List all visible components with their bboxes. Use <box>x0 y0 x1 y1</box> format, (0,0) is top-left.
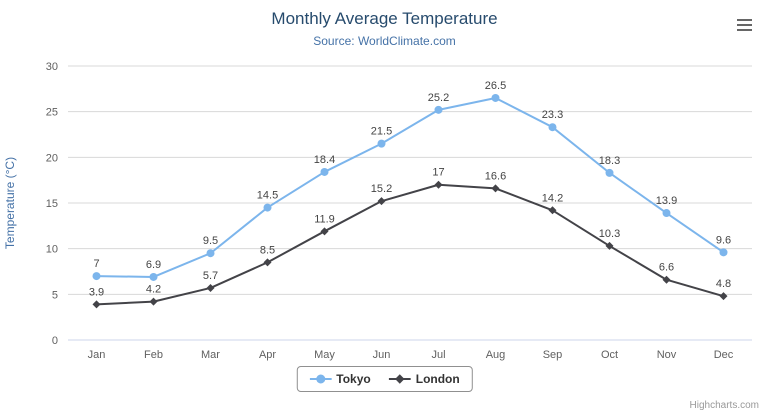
data-label: 4.8 <box>716 278 731 290</box>
london-line <box>96 183 724 306</box>
y-axis-label: 25 <box>46 107 58 119</box>
tokyo-data-point[interactable] <box>662 209 671 218</box>
y-axis-label: 20 <box>46 152 58 164</box>
legend-item-tokyo[interactable]: Tokyo <box>309 372 371 386</box>
data-label: 16.6 <box>485 170 506 182</box>
y-axis-label: 0 <box>52 335 58 347</box>
tokyo-data-point[interactable] <box>320 167 329 176</box>
london-data-point[interactable] <box>434 180 443 189</box>
legend-item-london[interactable]: London <box>388 372 460 386</box>
chart-title: Monthly Average Temperature <box>271 9 498 28</box>
data-label: 13.9 <box>656 195 677 207</box>
x-axis-label: May <box>314 349 335 361</box>
london-data-point[interactable] <box>320 227 329 236</box>
hamburger-line <box>736 19 752 21</box>
london-data-point[interactable] <box>605 241 614 250</box>
x-axis-label: Oct <box>601 349 618 361</box>
data-label: 21.5 <box>371 126 392 138</box>
london-data-point[interactable] <box>491 184 500 193</box>
hamburger-line <box>736 29 752 31</box>
london-data-point[interactable] <box>377 197 386 206</box>
data-label: 10.3 <box>599 228 620 240</box>
data-label: 7 <box>93 258 99 270</box>
hamburger-menu-icon[interactable] <box>733 16 755 34</box>
x-axis-label: Sep <box>543 349 563 361</box>
x-axis-label: Nov <box>657 349 677 361</box>
legend-label-tokyo: Tokyo <box>336 372 371 386</box>
london-data-point[interactable] <box>206 283 215 292</box>
x-axis-label: Dec <box>714 349 734 361</box>
data-label: 9.5 <box>203 235 218 247</box>
tokyo-data-point[interactable] <box>605 168 614 177</box>
x-axis-label: Jul <box>431 349 445 361</box>
data-label: 9.6 <box>716 234 731 246</box>
data-label: 18.4 <box>314 154 335 166</box>
data-label: 26.5 <box>485 80 506 92</box>
chart-subtitle: Source: WorldClimate.com <box>313 34 456 48</box>
tokyo-data-point[interactable] <box>434 105 443 114</box>
tokyo-data-point[interactable] <box>206 249 215 258</box>
data-label: 4.2 <box>146 284 161 296</box>
data-label: 25.2 <box>428 92 449 104</box>
london-legend-marker-icon <box>388 374 411 384</box>
data-label: 23.3 <box>542 109 563 121</box>
tokyo-data-point[interactable] <box>92 272 101 281</box>
y-axis-label: 30 <box>46 61 58 73</box>
tokyo-data-point[interactable] <box>377 139 386 148</box>
tokyo-data-point[interactable] <box>263 203 272 212</box>
tokyo-data-point[interactable] <box>149 272 158 281</box>
tokyo-data-point[interactable] <box>491 93 500 102</box>
london-data-point[interactable] <box>92 300 101 309</box>
x-axis-label: Mar <box>201 349 220 361</box>
tokyo-data-point[interactable] <box>548 123 557 132</box>
tokyo-data-point[interactable] <box>719 248 728 257</box>
data-label: 14.2 <box>542 192 563 204</box>
y-axis-label: 15 <box>46 198 58 210</box>
y-axis-label: 10 <box>46 244 58 256</box>
data-label: 8.5 <box>260 244 275 256</box>
data-label: 11.9 <box>314 213 335 225</box>
data-label: 18.3 <box>599 155 620 167</box>
data-label: 14.5 <box>257 190 278 202</box>
hamburger-line <box>736 24 752 26</box>
london-data-point[interactable] <box>263 258 272 267</box>
y-axis-title: Temperature (°C) <box>3 157 17 249</box>
data-label: 5.7 <box>203 270 218 282</box>
data-label: 3.9 <box>89 286 104 298</box>
x-axis-label: Jan <box>88 349 106 361</box>
london-data-point[interactable] <box>662 275 671 284</box>
data-label: 15.2 <box>371 183 392 195</box>
x-axis-label: Aug <box>486 349 506 361</box>
x-axis-label: Jun <box>373 349 391 361</box>
data-label: 6.9 <box>146 259 161 271</box>
data-label: 17 <box>432 167 444 179</box>
credits-link[interactable]: Highcharts.com <box>689 400 759 411</box>
y-axis-label: 5 <box>52 289 58 301</box>
london-data-point[interactable] <box>548 206 557 215</box>
x-axis-label: Feb <box>144 349 163 361</box>
london-data-point[interactable] <box>719 292 728 301</box>
legend-label-london: London <box>415 372 460 386</box>
london-data-point[interactable] <box>149 297 158 306</box>
data-label: 6.6 <box>659 262 674 274</box>
tokyo-legend-marker-icon <box>309 374 332 384</box>
legend: Tokyo London <box>296 366 473 392</box>
tokyo-line <box>96 96 725 278</box>
x-axis-label: Apr <box>259 349 276 361</box>
